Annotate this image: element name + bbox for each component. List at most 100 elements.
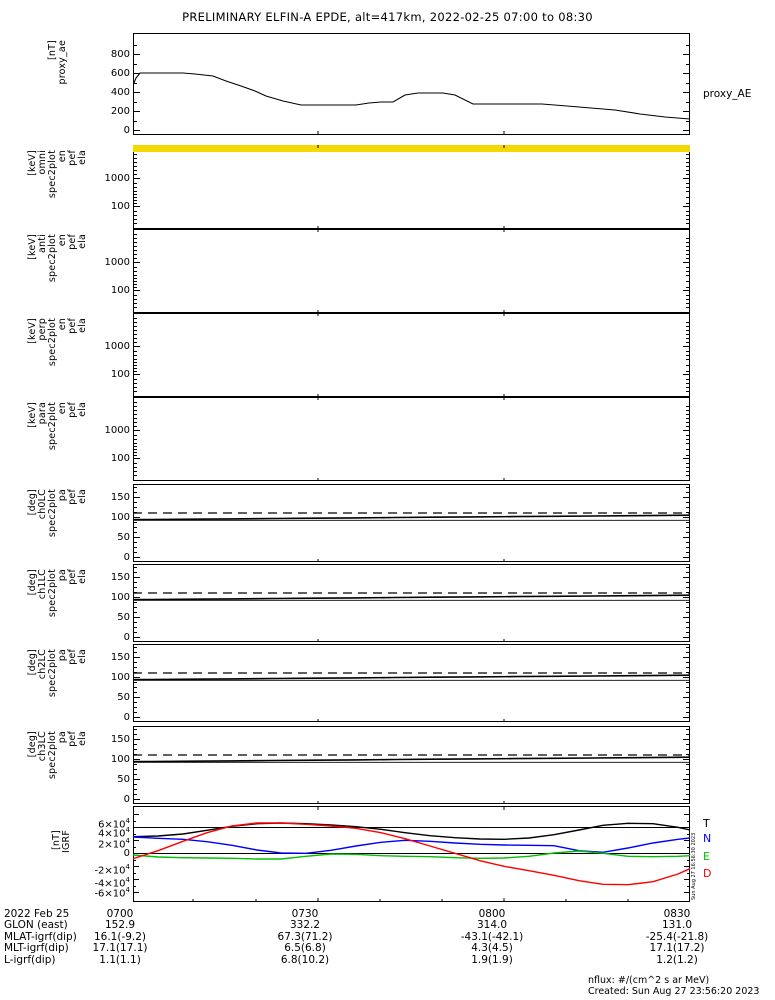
axis-word: [nT] — [51, 830, 62, 851]
cell: 67.3(71.2) — [277, 930, 333, 943]
axis-word: pef — [67, 489, 78, 505]
cell: 332.2 — [289, 919, 321, 932]
ytick-label: 600 — [110, 68, 130, 79]
yticklabels-spec-omni: 1000 100 — [78, 145, 130, 229]
ytick-label: -2×104 — [94, 863, 130, 877]
ytick-label: 0 — [123, 552, 130, 563]
ytick-label: 100 — [110, 201, 130, 212]
pitch-angle-line — [133, 674, 690, 681]
cell: 314.0 — [476, 919, 508, 932]
ytick-label: -6×104 — [94, 886, 130, 900]
ytick-label: 200 — [110, 106, 130, 117]
axis-word: spec2plot — [47, 234, 58, 283]
cell: 0700 — [106, 908, 134, 920]
ytick-label: 800 — [110, 49, 130, 60]
cell: -25.4(-21.8) — [645, 930, 709, 943]
cell: 1.9(1.9) — [471, 953, 513, 966]
panel-proxy-ae — [133, 33, 690, 135]
yticklabels-igrf: 6×104 4×104 2×104 0 -2×104 -4×104 -6×104 — [70, 806, 130, 902]
axis-word: en — [57, 234, 68, 247]
pitch-angle-line — [133, 594, 690, 601]
yticklabels-proxy-ae: 800 600 400 200 0 — [78, 33, 130, 136]
axis-title-proxy-ae: proxy_ae [nT] — [47, 40, 68, 128]
axis-word: spec2plot — [47, 569, 58, 618]
panel-spec-anti — [133, 229, 690, 313]
panel-pa-ch1lc — [133, 564, 690, 642]
table-row: GLON (east) 152.9 332.2 314.0 131.0 — [4, 919, 772, 932]
ytick-label: 0 — [123, 794, 130, 805]
axis-word: [deg] — [27, 569, 38, 596]
axis-word: pa — [57, 569, 68, 582]
table-row: L-igrf(dip) 1.1(1.1) 6.8(10.2) 1.9(1.9) … — [4, 953, 772, 966]
pitch-angle-line — [133, 514, 690, 521]
cell: 1.2(1.2) — [656, 953, 698, 966]
pa-ch2lc-plot-area — [133, 647, 690, 722]
axis-word: [keV] — [27, 234, 38, 260]
ytick-label: -4×104 — [94, 876, 130, 890]
row-label: MLT-igrf(dip) — [4, 942, 69, 955]
cell: 152.9 — [104, 919, 136, 932]
row-label: GLON (east) — [4, 919, 68, 932]
cell: 1.1(1.1) — [99, 953, 141, 966]
cell: 131.0 — [661, 919, 693, 932]
ytick-label: 2×104 — [98, 837, 130, 851]
proxy-ae-legend-label: proxy_AE — [703, 88, 752, 100]
footnote-units: nflux: #/(cm^2 s ar MeV) — [588, 975, 710, 986]
ytick-label: 50 — [117, 774, 130, 785]
yticklabels-pa-ch0lc: 150 100 50 0 — [78, 484, 130, 563]
ytick-label: 4×104 — [98, 826, 130, 840]
axis-title-igrf: IGRF [nT] — [51, 830, 72, 880]
axis-word: spec2plot — [47, 731, 58, 780]
cell: 16.1(-9.2) — [93, 930, 147, 943]
cell: 0800 — [478, 908, 506, 920]
yticklabels-pa-ch3lc: 150 100 50 0 — [78, 726, 130, 805]
axis-word: spec2plot — [47, 150, 58, 199]
row-label: L-igrf(dip) — [4, 953, 56, 966]
ytick-label: 150 — [110, 572, 130, 583]
axis-word: en — [57, 150, 68, 163]
ytick-label: 100 — [110, 512, 130, 523]
axis-word: [deg] — [27, 649, 38, 676]
axis-word: ch1LC — [37, 569, 48, 600]
axis-word: para — [37, 402, 48, 425]
footnote-created: Created: Sun Aug 27 23:56:20 2023 — [588, 986, 760, 997]
igrf-N-line — [133, 836, 690, 855]
axis-word: [deg] — [27, 489, 38, 516]
cell: 6.5(6.8) — [284, 942, 326, 955]
cell: -43.1(-42.1) — [460, 930, 524, 943]
ytick-label: 100 — [110, 672, 130, 683]
axis-word: pef — [67, 318, 78, 334]
axis-word: [nT] — [47, 40, 58, 61]
panel-pa-ch2lc — [133, 644, 690, 722]
table-row: 2022 Feb 25 0700 0730 0800 0830 — [4, 908, 772, 920]
ephemeris-table: 2022 Feb 25 0700 0730 0800 0830 GLON (ea… — [4, 908, 772, 966]
spec-perp-plot-area — [133, 313, 690, 397]
ytick-label: 1000 — [104, 425, 130, 436]
yticklabels-spec-perp: 1000 100 — [78, 313, 130, 397]
ytick-label: 1000 — [104, 173, 130, 184]
axis-word: en — [57, 402, 68, 415]
ytick-label: 150 — [110, 492, 130, 503]
axis-word: [keV] — [27, 150, 38, 176]
ytick-label: 0 — [123, 848, 130, 859]
axis-word: ch3LC — [37, 731, 48, 762]
ytick-label: 1000 — [104, 257, 130, 268]
proxy-ae-plot-area — [133, 45, 690, 135]
axis-word: pef — [67, 649, 78, 665]
ytick-label: 0 — [123, 125, 130, 136]
igrf-E-line — [133, 850, 690, 860]
axis-word: spec2plot — [47, 318, 58, 367]
axis-word: pa — [57, 649, 68, 662]
axis-word: omni — [37, 150, 48, 175]
table-row: MLAT-igrf(dip) 16.1(-9.2) 67.3(71.2) -43… — [4, 930, 772, 943]
ytick-label: 100 — [110, 592, 130, 603]
panel-spec-para — [133, 397, 690, 481]
axis-word: pef — [67, 234, 78, 250]
ytick-label: 100 — [110, 754, 130, 765]
cell: 4.3(4.5) — [471, 942, 513, 955]
axis-word: spec2plot — [47, 649, 58, 698]
axis-word: [keV] — [27, 402, 38, 428]
panel-pa-ch3lc — [133, 726, 690, 804]
axis-word: pa — [57, 731, 68, 744]
yticklabels-pa-ch1lc: 150 100 50 0 — [78, 564, 130, 643]
